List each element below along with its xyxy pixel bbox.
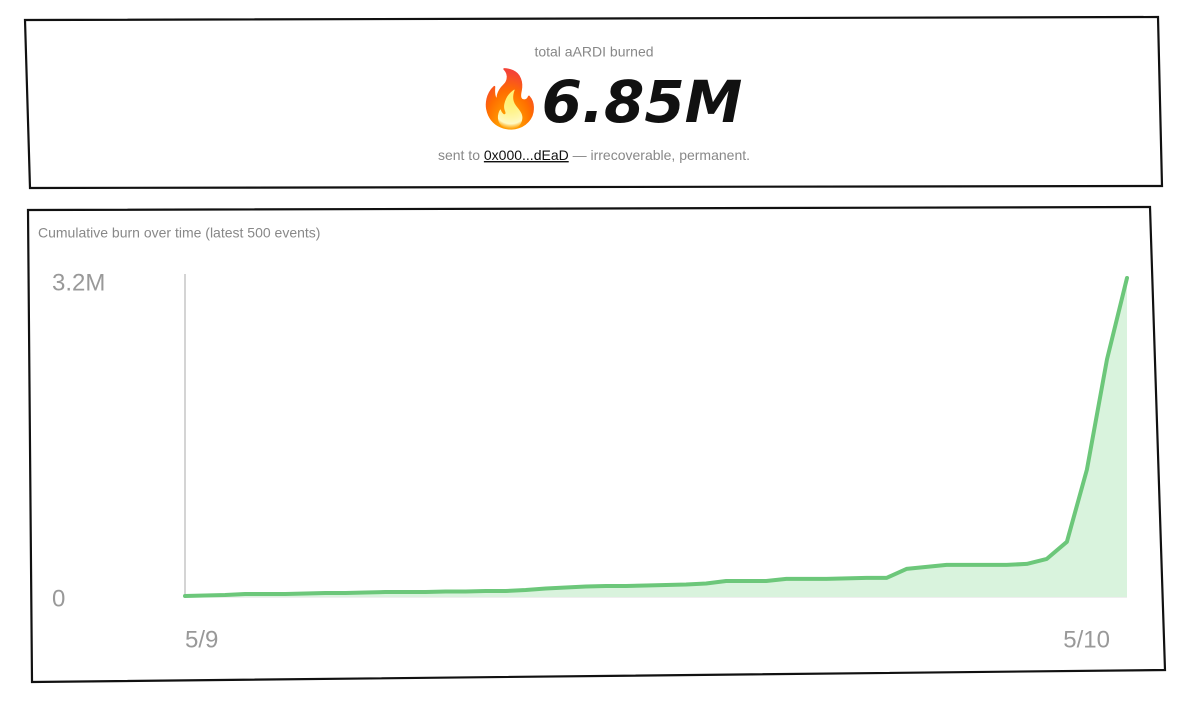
- chart-card: [26, 205, 1167, 684]
- summary-card: [23, 15, 1164, 190]
- plot: 0 3.2M 5/9 5/10: [52, 269, 1129, 653]
- address-link[interactable]: 0x000...dEaD: [484, 147, 569, 163]
- x-tick-label: 5/10: [1063, 626, 1110, 653]
- fire-icon: 🔥: [475, 67, 545, 131]
- area-fill: [185, 278, 1127, 597]
- destination-prefix: sent to: [438, 147, 480, 163]
- y-tick-label: 3.2M: [52, 269, 105, 296]
- y-tick-label: 0: [52, 585, 65, 612]
- destination-suffix: — irrecoverable, permanent.: [573, 147, 750, 163]
- burn-line: [183, 276, 1129, 598]
- summary-label: total aARDI burned: [534, 44, 653, 60]
- burn-amount: 6.85M: [542, 68, 743, 136]
- destination: sent to 0x000...dEaD — irrecoverable, pe…: [438, 147, 750, 163]
- x-tick-label: 5/9: [185, 626, 218, 653]
- chart-title: Cumulative burn over time (latest 500 ev…: [38, 225, 320, 241]
